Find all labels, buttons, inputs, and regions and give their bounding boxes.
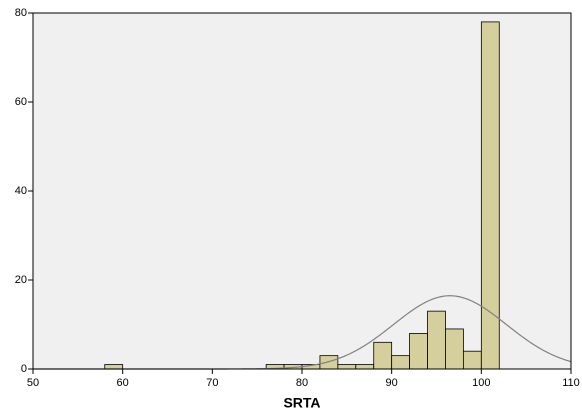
x-tick-label: 60 [117, 377, 129, 389]
bar [445, 328, 464, 370]
bar [427, 310, 446, 370]
x-tick-label: 70 [206, 377, 218, 389]
x-tick-label: 90 [386, 377, 398, 389]
x-tick-label: 110 [562, 377, 580, 389]
y-tick-label: 20 [15, 274, 27, 286]
bar [391, 355, 410, 370]
bar [337, 364, 357, 370]
y-tick-label: 60 [15, 96, 27, 108]
x-tick-label: 100 [472, 377, 490, 389]
y-tick-label: 0 [21, 363, 27, 375]
bar [462, 350, 482, 370]
y-tick-label: 80 [15, 7, 27, 19]
bar [409, 332, 428, 370]
bar [319, 355, 339, 370]
bar [104, 364, 124, 370]
x-tick-label: 50 [27, 377, 39, 389]
bar [373, 341, 393, 370]
y-tick-label: 40 [15, 185, 27, 197]
x-axis-label: SRTA [283, 395, 320, 411]
x-tick-label: 80 [296, 377, 308, 389]
bar [355, 364, 375, 370]
